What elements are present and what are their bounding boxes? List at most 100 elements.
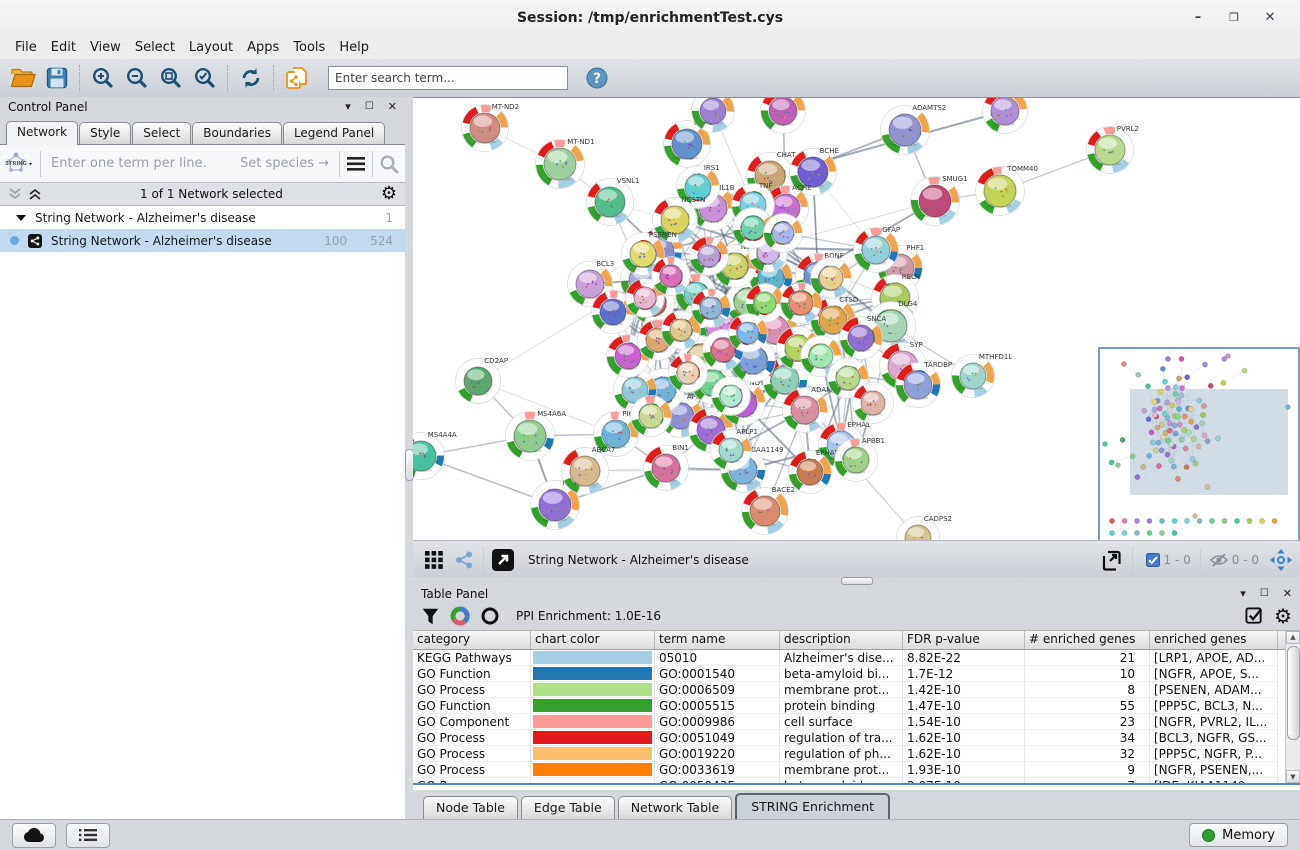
column-header--enriched-genes[interactable]: # enriched genes	[1025, 630, 1150, 649]
protein-node[interactable]	[691, 98, 735, 133]
refresh-icon[interactable]	[234, 63, 268, 93]
export-network-icon[interactable]	[1096, 546, 1126, 574]
filter-icon[interactable]	[421, 607, 440, 626]
expand-all-icon[interactable]	[28, 188, 42, 200]
scrollbar-thumb[interactable]	[1287, 645, 1300, 740]
protein-node[interactable]	[763, 213, 803, 253]
protein-node[interactable]	[776, 326, 820, 370]
panel-splitter[interactable]	[405, 97, 414, 820]
save-icon[interactable]	[40, 63, 74, 93]
protein-node[interactable]	[780, 282, 822, 324]
open-folder-icon[interactable]	[6, 63, 40, 93]
protein-node[interactable]: MS4A6A	[505, 410, 567, 461]
column-header-term-name[interactable]: term name	[655, 630, 780, 649]
menu-item-help[interactable]: Help	[339, 39, 369, 55]
column-header-FDR-p-value[interactable]: FDR p-value	[903, 630, 1025, 649]
protein-node[interactable]: EPHA5	[788, 449, 840, 494]
protein-node[interactable]: CADPS2	[896, 515, 953, 541]
table-row[interactable]: GO Process GO:0050435beta-amyloid m...2.0…	[413, 777, 1300, 784]
birds-eye-graph[interactable]	[1100, 349, 1294, 538]
table-settings-gear-icon[interactable]: ⚙	[1274, 604, 1292, 629]
protein-node[interactable]: MT-ND1	[535, 138, 595, 189]
tab-select[interactable]: Select	[132, 122, 192, 144]
column-header-chart-color[interactable]: chart color	[531, 630, 655, 649]
zoom-selected-icon[interactable]	[188, 63, 222, 93]
protein-node[interactable]: SNCA	[839, 315, 887, 360]
zoom-fit-icon[interactable]	[154, 63, 188, 93]
tab-network-table[interactable]: Network Table	[617, 796, 733, 821]
protein-node[interactable]: ADAMTS2	[880, 104, 947, 155]
protein-node[interactable]: NCSTN	[652, 196, 706, 243]
table-row[interactable]: GO Function GO:0001540 beta-amyloid bi... 1…	[413, 665, 1300, 682]
string-query-placeholder[interactable]: Enter one term per line.	[51, 156, 207, 171]
protein-node[interactable]: BCHE	[789, 147, 840, 196]
protein-node[interactable]: APLP1	[710, 428, 758, 471]
set-species-link[interactable]: Set species →	[239, 156, 329, 171]
grid-view-icon[interactable]	[419, 546, 449, 574]
network-collection-row[interactable]: String Network - Alzheimer's disease 1	[0, 206, 405, 229]
protein-node[interactable]: BCL3	[567, 260, 615, 307]
string-options-icon[interactable]	[340, 149, 372, 179]
zoom-in-icon[interactable]	[86, 63, 120, 93]
protein-node[interactable]	[827, 357, 869, 399]
collapse-all-icon[interactable]	[8, 188, 22, 200]
tab-node-table[interactable]: Node Table	[423, 796, 518, 821]
memory-button[interactable]: Memory	[1189, 823, 1288, 847]
ring-chart-icon[interactable]	[480, 606, 500, 626]
menu-item-tools[interactable]: Tools	[293, 39, 326, 55]
protein-node[interactable]: MS4A4A	[413, 431, 457, 480]
protein-node[interactable]	[728, 313, 768, 353]
table-row[interactable]: GO Process GO:0006509 membrane prot... 1.42…	[413, 681, 1300, 698]
table-splitter[interactable]	[413, 577, 1300, 585]
protein-node[interactable]: BACE2	[741, 486, 795, 535]
protein-node[interactable]	[661, 310, 701, 350]
protein-node[interactable]: GFAP	[853, 226, 901, 273]
share-view-icon[interactable]	[449, 546, 479, 574]
tab-boundaries[interactable]: Boundaries	[192, 122, 282, 144]
protein-node[interactable]: PVRL2	[1086, 125, 1139, 174]
zoom-out-icon[interactable]	[120, 63, 154, 93]
protein-node[interactable]	[651, 256, 691, 296]
minimize-icon[interactable]: –	[1194, 10, 1202, 25]
menu-item-edit[interactable]: Edit	[50, 39, 76, 55]
panel-close-icon[interactable]: ✕	[1282, 587, 1292, 601]
protein-node[interactable]: SMUG1	[910, 175, 968, 226]
table-row[interactable]: GO Component GO:0009986 cell surface 1.54E-…	[413, 713, 1300, 730]
tab-string-enrichment[interactable]: STRING Enrichment	[735, 793, 891, 821]
protein-node[interactable]	[852, 382, 894, 424]
menu-item-view[interactable]: View	[89, 39, 121, 55]
column-header-category[interactable]: category	[413, 630, 531, 649]
pie-chart-icon[interactable]	[450, 606, 470, 626]
panel-close-icon[interactable]: ✕	[387, 99, 397, 113]
task-list-icon[interactable]	[66, 822, 110, 848]
protein-node[interactable]: IRS1	[676, 164, 720, 209]
menu-item-apps[interactable]: Apps	[247, 39, 280, 55]
menu-item-select[interactable]: Select	[134, 39, 175, 55]
protein-node[interactable]	[810, 257, 852, 299]
network-graph[interactable]: MT-ND2 MT-ND1 VSNL1 GAB2 ADAMTS2 PVRL2 TOMM40 S…	[413, 98, 1300, 541]
protein-node[interactable]: VSNL1	[586, 177, 640, 226]
protein-node[interactable]	[691, 288, 731, 328]
tab-network[interactable]: Network	[6, 121, 79, 145]
protein-node[interactable]: APBB1	[834, 437, 885, 482]
table-row[interactable]: GO Function GO:0005515 protein binding 1.47…	[413, 697, 1300, 714]
string-logo-icon[interactable]: STRING	[0, 151, 40, 177]
expander-icon[interactable]	[16, 214, 26, 221]
protein-node[interactable]	[711, 376, 751, 416]
panel-menu-icon[interactable]: ▾	[345, 99, 351, 113]
cloud-icon[interactable]	[12, 822, 56, 848]
select-rows-icon[interactable]	[1245, 607, 1264, 626]
table-scrollbar[interactable]: ▲ ▼	[1285, 630, 1300, 784]
table-row[interactable]: KEGG Pathways 05010 Alzheimer's dise... 8.8…	[413, 649, 1300, 666]
protein-node[interactable]: ADAM10	[782, 386, 842, 433]
splitter-handle[interactable]	[840, 577, 873, 585]
network-canvas[interactable]: MT-ND2 MT-ND1 VSNL1 GAB2 ADAMTS2 PVRL2 TOMM40 S…	[413, 97, 1300, 541]
string-search-icon[interactable]	[373, 149, 405, 179]
network-row[interactable]: String Network - Alzheimer's disease 100…	[0, 229, 405, 252]
protein-node[interactable]: MT-ND2	[461, 103, 520, 152]
maximize-icon[interactable]: ❐	[1229, 11, 1239, 24]
protein-node[interactable]: CD2AP	[455, 357, 509, 404]
search-input[interactable]	[328, 66, 568, 90]
table-row[interactable]: GO Process GO:0051049 regulation of tra...…	[413, 729, 1300, 746]
close-icon[interactable]: ✕	[1264, 10, 1276, 25]
